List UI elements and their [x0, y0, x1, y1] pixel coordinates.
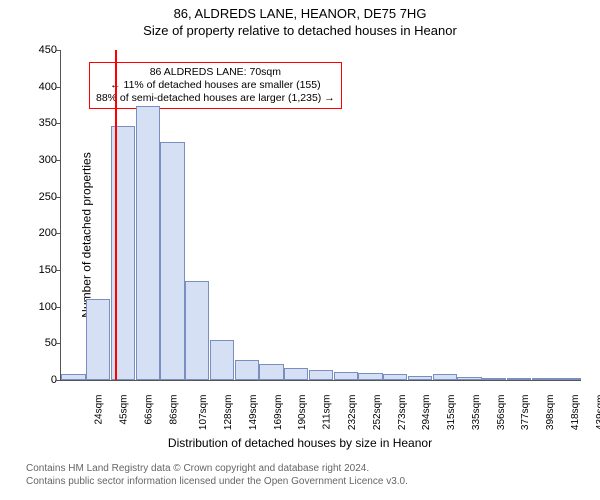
x-tick-label: 66sqm — [143, 395, 154, 425]
y-tick-mark — [56, 123, 61, 124]
y-tick-label: 200 — [21, 227, 57, 239]
bar — [482, 378, 506, 380]
y-tick-label: 0 — [21, 374, 57, 386]
footer-line1: Contains HM Land Registry data © Crown c… — [26, 462, 600, 475]
footer: Contains HM Land Registry data © Crown c… — [0, 450, 600, 488]
bar — [408, 376, 432, 380]
title-address: 86, ALDREDS LANE, HEANOR, DE75 7HG — [0, 0, 600, 21]
x-tick-label: 273sqm — [397, 395, 408, 431]
bar — [556, 378, 580, 380]
y-tick-mark — [56, 197, 61, 198]
y-tick-mark — [56, 343, 61, 344]
x-tick-label: 24sqm — [94, 395, 105, 425]
x-tick-label: 169sqm — [273, 395, 284, 431]
bar — [136, 106, 160, 380]
bar — [457, 377, 481, 380]
bar — [259, 364, 283, 380]
bar — [433, 374, 457, 380]
y-tick-label: 50 — [21, 337, 57, 349]
annotation-line2: ← 11% of detached houses are smaller (15… — [96, 79, 335, 92]
x-tick-label: 356sqm — [496, 395, 507, 431]
y-tick-label: 150 — [21, 264, 57, 276]
annotation-line1: 86 ALDREDS LANE: 70sqm — [96, 66, 335, 79]
y-tick-mark — [56, 160, 61, 161]
x-tick-label: 377sqm — [520, 395, 531, 431]
y-tick-label: 350 — [21, 117, 57, 129]
x-axis-label: Distribution of detached houses by size … — [0, 432, 600, 450]
x-tick-label: 315sqm — [446, 395, 457, 431]
x-tick-label: 418sqm — [570, 395, 581, 431]
bar — [185, 281, 209, 380]
y-tick-label: 300 — [21, 154, 57, 166]
x-tick-label: 335sqm — [471, 395, 482, 431]
annotation-line3: 88% of semi-detached houses are larger (… — [96, 92, 335, 105]
annotation-box: 86 ALDREDS LANE: 70sqm ← 11% of detached… — [89, 62, 342, 109]
x-tick-label: 190sqm — [298, 395, 309, 431]
bar — [210, 340, 234, 380]
bar — [160, 142, 184, 380]
y-tick-mark — [56, 270, 61, 271]
y-tick-mark — [56, 87, 61, 88]
y-tick-mark — [56, 50, 61, 51]
y-tick-mark — [56, 307, 61, 308]
plot-region: 86 ALDREDS LANE: 70sqm ← 11% of detached… — [60, 50, 581, 381]
x-tick-label: 149sqm — [248, 395, 259, 431]
chart-area: Number of detached properties 86 ALDREDS… — [0, 38, 600, 432]
y-tick-label: 400 — [21, 81, 57, 93]
y-tick-label: 100 — [21, 301, 57, 313]
bar — [309, 370, 333, 380]
footer-line2: Contains public sector information licen… — [26, 475, 600, 488]
x-tick-label: 398sqm — [545, 395, 556, 431]
bar — [334, 372, 358, 380]
bar — [532, 378, 556, 380]
marker-line — [115, 50, 117, 380]
bar — [61, 374, 85, 380]
x-tick-label: 211sqm — [322, 395, 333, 430]
y-tick-label: 250 — [21, 191, 57, 203]
bar — [383, 374, 407, 380]
bar — [235, 360, 259, 380]
x-tick-label: 128sqm — [223, 395, 234, 431]
x-tick-label: 86sqm — [168, 395, 179, 425]
y-tick-label: 450 — [21, 44, 57, 56]
x-tick-label: 45sqm — [119, 395, 130, 425]
bar — [284, 368, 308, 380]
bar — [358, 373, 382, 380]
x-tick-label: 294sqm — [421, 395, 432, 431]
x-tick-label: 107sqm — [199, 395, 210, 431]
title-subtitle: Size of property relative to detached ho… — [0, 21, 600, 38]
x-tick-label: 439sqm — [595, 395, 600, 431]
y-tick-mark — [56, 380, 61, 381]
x-tick-label: 232sqm — [347, 395, 358, 431]
x-tick-label: 252sqm — [372, 395, 383, 431]
bar — [507, 378, 531, 380]
bar — [86, 299, 110, 380]
y-tick-mark — [56, 233, 61, 234]
